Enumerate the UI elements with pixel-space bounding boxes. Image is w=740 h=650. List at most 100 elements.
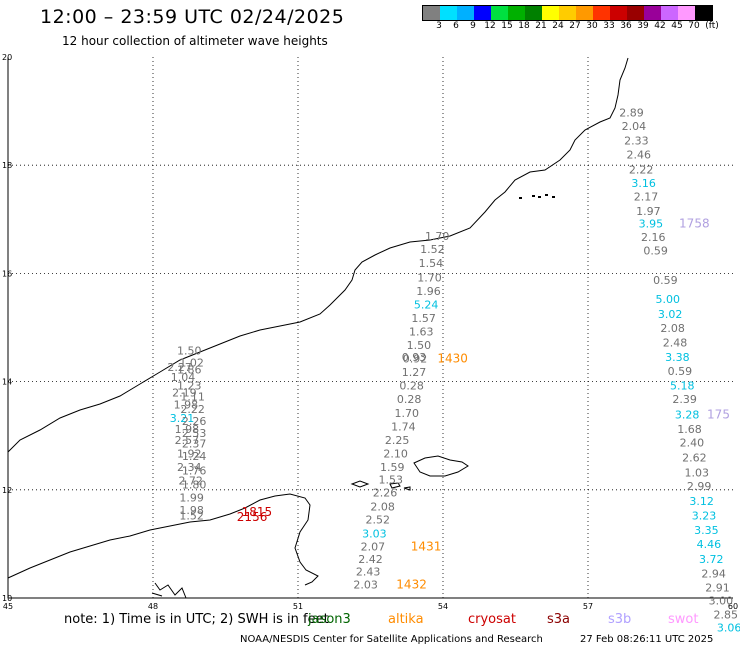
wave-height-label: 2.91: [705, 582, 730, 595]
colorbar-label: 70: [688, 21, 700, 31]
satellite-legend-jason3: jason3: [308, 612, 351, 627]
wave-height-label: 1.68: [677, 423, 702, 436]
colorbar-label: 3: [436, 21, 442, 31]
colorbar-swatch: [508, 6, 525, 20]
wave-height-label: 2.39: [672, 393, 697, 406]
wave-height-label: 2.52: [366, 513, 391, 526]
colorbar-swatch: [440, 6, 457, 20]
wave-height-label: 2.03: [353, 578, 378, 591]
wave-height-label: 0.28: [399, 380, 424, 393]
kuria-muria-islet: [532, 195, 535, 197]
kuria-muria-islet: [545, 194, 548, 196]
wave-height-label: 0.59: [668, 365, 693, 378]
wave-height-label: 1.50: [407, 339, 432, 352]
colorbar-swatch: [661, 6, 678, 20]
wave-height-label: 1.59: [380, 461, 405, 474]
colorbar-swatch: [576, 6, 593, 20]
wave-height-label: 0.59: [643, 244, 668, 257]
wave-height-label: 2.25: [385, 434, 410, 447]
lat-axis-label: 20: [2, 53, 12, 62]
wave-height-label: 2.53: [182, 427, 207, 440]
wave-height-label: 2.34: [177, 461, 202, 474]
colorbar-swatch: [610, 6, 627, 20]
colorbar-label: 42: [654, 21, 666, 31]
wave-height-label: 1.98: [175, 423, 200, 436]
wave-height-label: 1.98: [174, 399, 199, 412]
colorbar-label: 12: [484, 21, 496, 31]
kuria-muria-islet: [538, 196, 541, 198]
colorbar-label: 33: [603, 21, 615, 31]
wave-height-label: 1.04: [171, 371, 196, 384]
wave-height-label: 1.50: [177, 345, 202, 358]
kuria-muria-islet: [519, 197, 522, 199]
wave-height-label: 1.54: [419, 257, 444, 270]
colorbar-label: 6: [453, 21, 459, 31]
colorbar-swatch: [423, 6, 440, 20]
wave-height-label: 1.70: [395, 407, 420, 420]
wave-height-label: 2.89: [619, 107, 644, 120]
colorbar-label: 45: [671, 21, 683, 31]
wave-height-label: 5.24: [414, 299, 439, 312]
colorbar-swatch: [593, 6, 610, 20]
pass-time-label: 1758: [679, 216, 710, 230]
wave-height-label: 3.23: [692, 510, 717, 523]
wave-height-label: 1.02: [179, 356, 204, 369]
colorbar-swatch: [627, 6, 644, 20]
footer-note: note: 1) Time is in UTC; 2) SWH is in fe…: [64, 612, 329, 627]
wave-height-label: 1.76: [182, 465, 207, 478]
wave-height-label: 5.18: [670, 380, 695, 393]
satellite-legend-swot: swot: [668, 612, 699, 627]
pass-time-label: 175: [707, 407, 730, 421]
wave-height-label: 1.74: [391, 420, 416, 433]
wave-height-label: 3.03: [362, 527, 387, 540]
colorbar-swatch: [695, 6, 712, 20]
map-title: 12:00 – 23:59 UTC 02/24/2025: [40, 6, 345, 28]
wave-height-label: 3.38: [665, 351, 690, 364]
wave-height-label: 2.62: [682, 452, 707, 465]
colorbar-swatch: [457, 6, 474, 20]
wave-height-label: 2.48: [663, 336, 688, 349]
wave-height-label: 2.26: [373, 486, 398, 499]
wave-height-label: 3.16: [631, 177, 656, 190]
islet: [403, 486, 411, 491]
wave-height-label: 2.42: [358, 553, 383, 566]
wave-height-label: 2.10: [383, 447, 408, 460]
wave-height-label: 2.08: [370, 500, 395, 513]
pass-time-label: 1431: [411, 539, 442, 553]
map-subtitle: 12 hour collection of altimeter wave hei…: [62, 34, 328, 48]
wave-height-label: 3.28: [675, 408, 700, 421]
wave-height-label: 1.52: [420, 243, 445, 256]
lat-axis-label: 10: [2, 594, 12, 603]
credits-text: NOAA/NESDIS Center for Satellite Applica…: [240, 634, 543, 645]
pass-time-label: 1815: [242, 505, 273, 519]
wave-height-label: 1.97: [636, 205, 661, 218]
wave-height-label: 1.24: [182, 450, 207, 463]
wave-height-label: 2.40: [680, 437, 705, 450]
wave-height-label: 2.85: [714, 609, 739, 622]
coastline-arabia: [7, 57, 629, 453]
colorbar-label: 9: [470, 21, 476, 31]
wave-height-label: 1.92: [177, 447, 202, 460]
wave-height-label: 3.06: [717, 622, 740, 635]
wave-height-label: 3.02: [658, 308, 683, 321]
colorbar-label: 36: [620, 21, 632, 31]
coastline-fragment: [151, 582, 187, 599]
wave-height-label: 2.57: [175, 434, 200, 447]
wave-height-label: 1.96: [416, 285, 441, 298]
wave-height-label: 1.11: [180, 391, 205, 404]
colorbar-label: 18: [518, 21, 530, 31]
wave-height-label: 2.33: [624, 135, 649, 148]
wave-height-label: 2.27: [167, 361, 192, 374]
lat-axis-label: 16: [2, 269, 12, 278]
wave-height-label: 0.59: [653, 274, 678, 287]
pass-time-label: 1430: [437, 352, 468, 366]
wave-height-label: 2.19: [172, 387, 197, 400]
kuria-muria-islet: [552, 196, 555, 198]
wave-height-label: 2.16: [641, 231, 666, 244]
lat-axis-label: 12: [2, 486, 12, 495]
colorbar-swatch: [644, 6, 661, 20]
wave-height-label: 3.21: [170, 412, 195, 425]
wave-height-label: 3.72: [699, 553, 724, 566]
satellite-legend-altika: altika: [388, 612, 424, 627]
